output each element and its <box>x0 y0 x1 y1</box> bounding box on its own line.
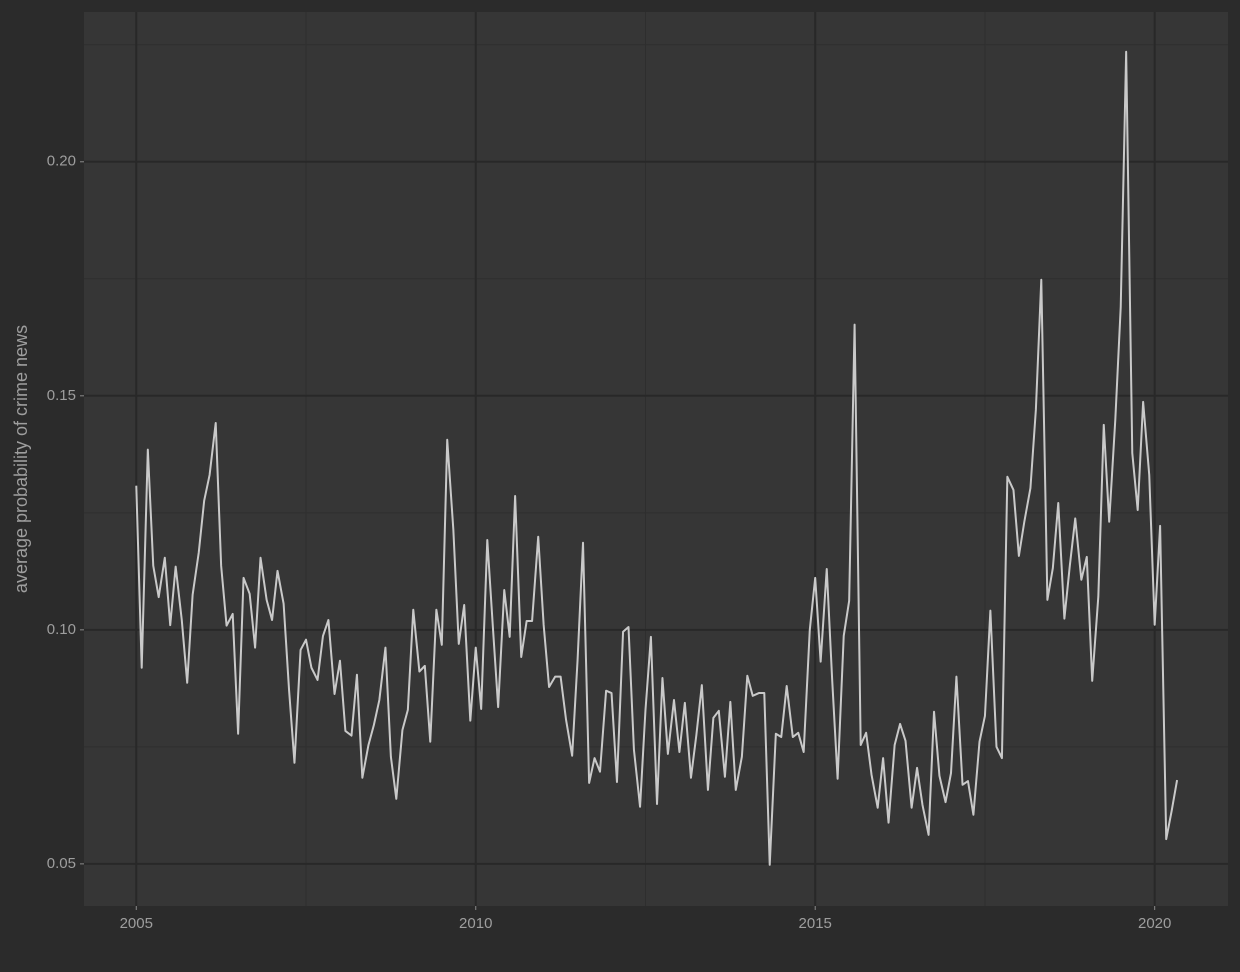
y-axis-title: average probability of crime news <box>11 325 31 593</box>
x-tick-label: 2010 <box>459 915 492 932</box>
data-line <box>135 50 1179 866</box>
y-tick-label: 0.15 <box>47 387 76 404</box>
y-tick-label: 0.05 <box>47 855 76 872</box>
x-tick-label: 2015 <box>799 915 832 932</box>
y-tick-label: 0.20 <box>47 153 76 170</box>
x-tick-label: 2020 <box>1138 915 1171 932</box>
x-tick-label: 2005 <box>120 915 153 932</box>
y-tick-label: 0.10 <box>47 621 76 638</box>
